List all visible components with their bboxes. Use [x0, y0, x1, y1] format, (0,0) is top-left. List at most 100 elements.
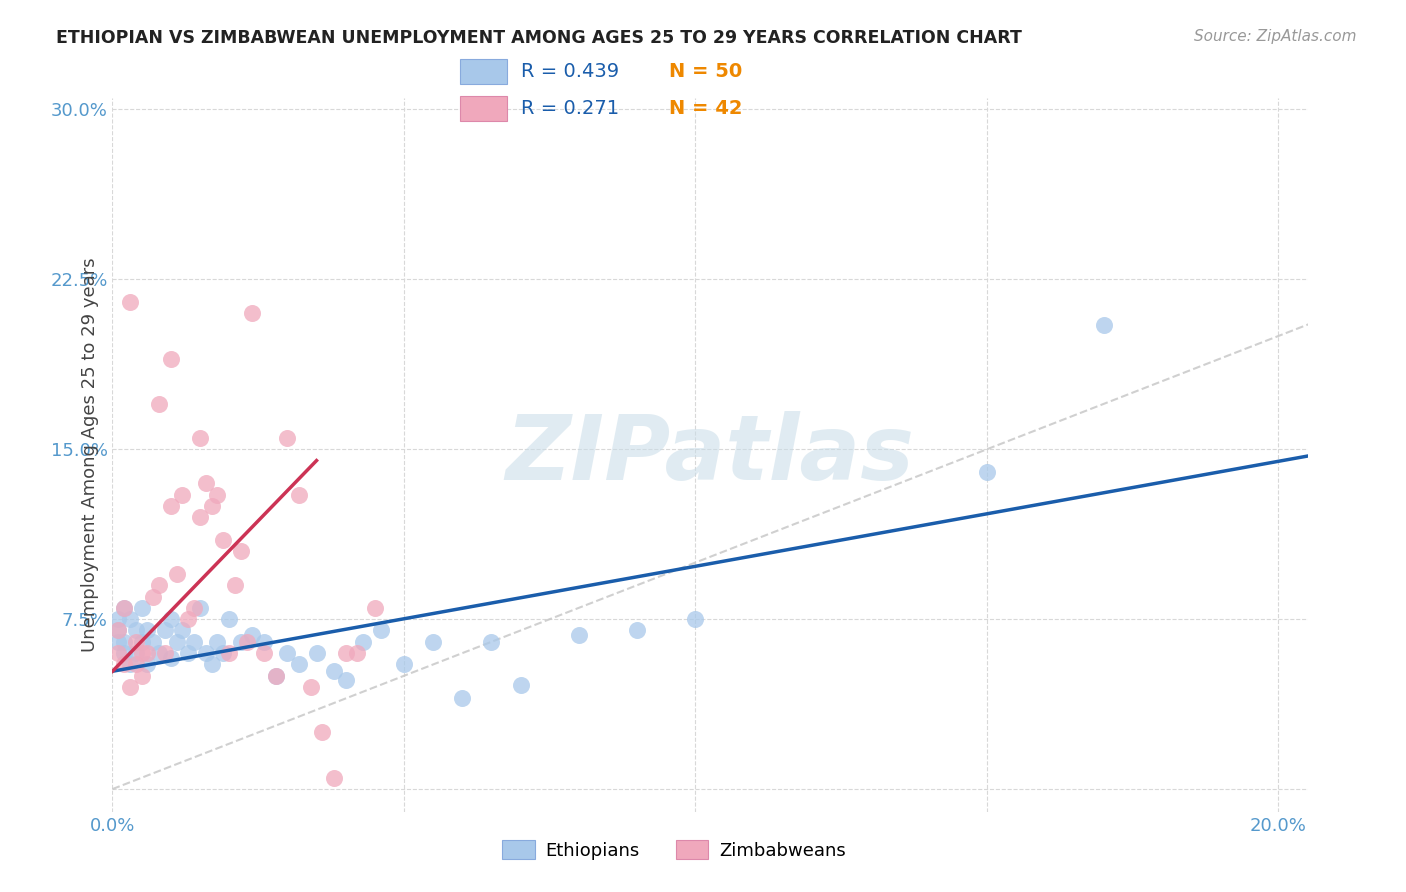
Point — [288, 657, 311, 672]
Point — [188, 600, 211, 615]
Point — [685, 612, 707, 626]
Point — [136, 624, 159, 638]
Point — [235, 635, 257, 649]
Point — [142, 635, 165, 649]
Point — [323, 665, 346, 679]
Point — [218, 646, 240, 660]
Point — [159, 351, 181, 366]
Point — [125, 657, 148, 672]
Point — [335, 673, 357, 688]
Text: ETHIOPIAN VS ZIMBABWEAN UNEMPLOYMENT AMONG AGES 25 TO 29 YEARS CORRELATION CHART: ETHIOPIAN VS ZIMBABWEAN UNEMPLOYMENT AMO… — [56, 29, 1022, 46]
Text: N = 42: N = 42 — [669, 99, 742, 119]
Point — [451, 691, 474, 706]
Point — [159, 499, 181, 513]
Point — [159, 612, 181, 626]
Point — [218, 612, 240, 626]
Point — [194, 646, 217, 660]
Point — [107, 635, 129, 649]
Point — [335, 646, 357, 660]
Text: R = 0.271: R = 0.271 — [520, 99, 619, 119]
Point — [224, 578, 246, 592]
Point — [118, 295, 141, 310]
Point — [177, 612, 200, 626]
Point — [288, 487, 311, 501]
Point — [136, 646, 159, 660]
Point — [172, 624, 194, 638]
Point — [305, 646, 328, 660]
Point — [200, 499, 222, 513]
Point — [118, 657, 141, 672]
Point — [177, 646, 200, 660]
Point — [370, 624, 392, 638]
Point — [131, 669, 153, 683]
Point — [131, 600, 153, 615]
Point — [242, 628, 264, 642]
Point — [229, 635, 252, 649]
Point — [131, 646, 153, 660]
Point — [172, 487, 194, 501]
FancyBboxPatch shape — [460, 96, 508, 121]
Point — [148, 397, 170, 411]
FancyBboxPatch shape — [460, 59, 508, 84]
Point — [125, 635, 148, 649]
Point — [188, 510, 211, 524]
Point — [323, 771, 346, 785]
Point — [352, 635, 374, 649]
Text: R = 0.439: R = 0.439 — [520, 62, 619, 81]
Point — [276, 431, 298, 445]
Point — [107, 612, 129, 626]
Point — [131, 635, 153, 649]
Point — [159, 650, 181, 665]
Point — [194, 476, 217, 491]
Point — [153, 624, 176, 638]
Point — [264, 669, 287, 683]
Point — [207, 487, 229, 501]
Point — [107, 624, 129, 638]
Point — [392, 657, 415, 672]
Point — [509, 678, 531, 692]
Point — [1092, 318, 1115, 332]
Point — [118, 612, 141, 626]
Point — [264, 669, 287, 683]
Point — [112, 646, 135, 660]
Point — [118, 680, 141, 694]
Point — [112, 600, 135, 615]
Point — [148, 646, 170, 660]
Point — [364, 600, 387, 615]
Point — [276, 646, 298, 660]
Point — [568, 628, 591, 642]
Point — [183, 600, 205, 615]
Point — [166, 635, 188, 649]
Point — [242, 306, 264, 320]
Point — [142, 590, 165, 604]
Point — [112, 657, 135, 672]
Point — [311, 725, 333, 739]
Point — [112, 600, 135, 615]
Text: Source: ZipAtlas.com: Source: ZipAtlas.com — [1194, 29, 1357, 44]
Point — [107, 624, 129, 638]
Point — [125, 646, 148, 660]
Point — [188, 431, 211, 445]
Point — [481, 635, 503, 649]
Point — [253, 635, 276, 649]
Y-axis label: Unemployment Among Ages 25 to 29 years: Unemployment Among Ages 25 to 29 years — [80, 258, 98, 652]
Point — [976, 465, 998, 479]
Point — [253, 646, 276, 660]
Text: N = 50: N = 50 — [669, 62, 742, 81]
Point — [212, 646, 235, 660]
Point — [212, 533, 235, 547]
Point — [207, 635, 229, 649]
Point — [299, 680, 322, 694]
Point — [125, 624, 148, 638]
Point — [148, 578, 170, 592]
Point — [166, 566, 188, 581]
Legend: Ethiopians, Zimbabweans: Ethiopians, Zimbabweans — [495, 833, 853, 867]
Point — [229, 544, 252, 558]
Point — [346, 646, 368, 660]
Point — [136, 657, 159, 672]
Point — [200, 657, 222, 672]
Point — [626, 624, 648, 638]
Point — [112, 635, 135, 649]
Point — [183, 635, 205, 649]
Point — [153, 646, 176, 660]
